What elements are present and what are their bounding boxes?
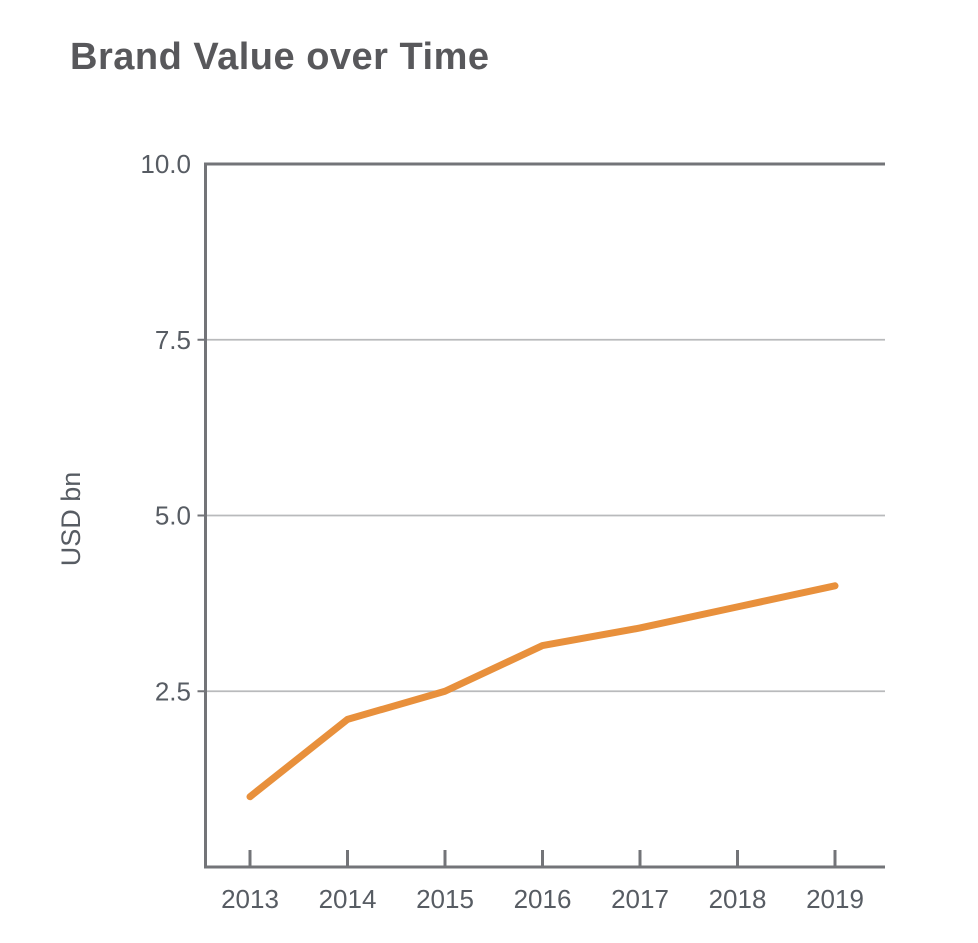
brand-value-line: [246, 582, 839, 801]
chart-title: Brand Value over Time: [70, 36, 490, 78]
y-axis-label: USD bn: [56, 472, 86, 567]
x-tick-label: 2018: [709, 884, 767, 914]
x-tick-label: 2019: [806, 884, 864, 914]
x-tick-label: 2014: [319, 884, 377, 914]
x-tick-label: 2017: [611, 884, 669, 914]
y-tick-label: 5.0: [155, 501, 191, 531]
x-tick-label: 2016: [514, 884, 572, 914]
x-tick-label: 2013: [221, 884, 279, 914]
y-tick-label: 10.0: [140, 149, 191, 179]
y-tick-label: 2.5: [155, 676, 191, 706]
y-tick-label: 7.5: [155, 325, 191, 355]
x-tick-label: 2015: [416, 884, 474, 914]
